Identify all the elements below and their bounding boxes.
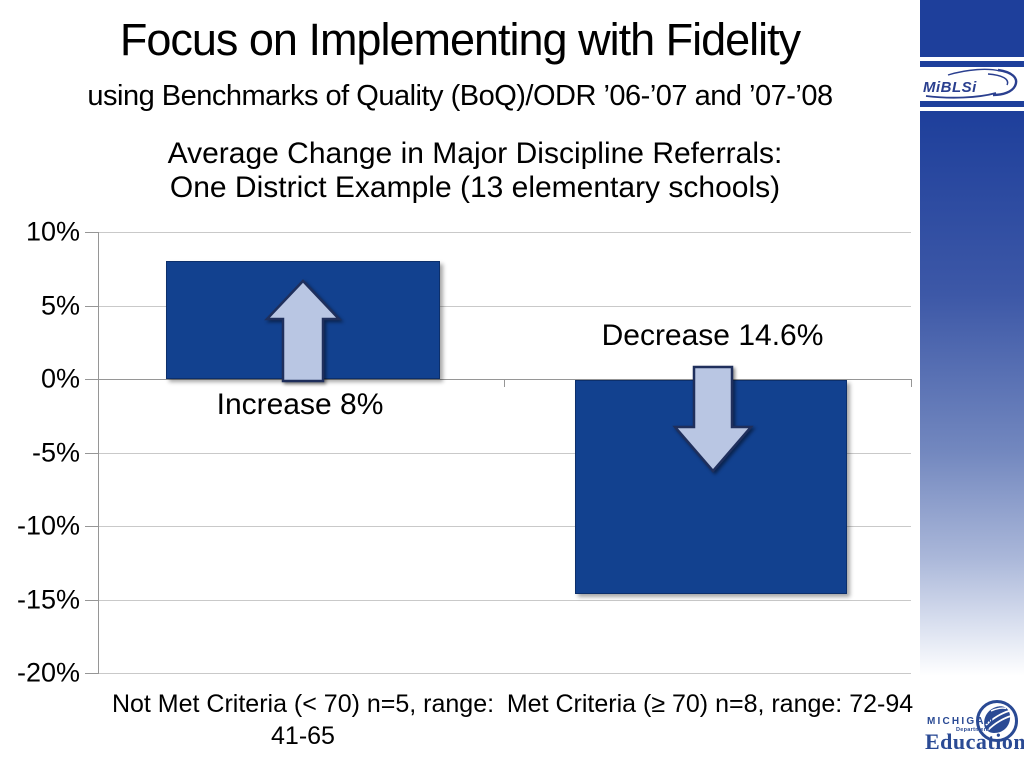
michigan-logo-text: MICHIGAN xyxy=(927,716,996,727)
up-arrow-icon xyxy=(264,279,342,383)
gridline-10 xyxy=(98,232,911,233)
x-tick-right xyxy=(911,379,912,387)
x-category-label-not-met: Not Met Criteria (< 70) n=5, range: 41-6… xyxy=(111,690,495,750)
y-tick-10 xyxy=(85,232,98,233)
gridline-neg20 xyxy=(98,673,911,674)
chart-title: Average Change in Major Discipline Refer… xyxy=(167,137,783,204)
y-axis-label: -20% xyxy=(16,657,80,688)
sidebar-divider-line xyxy=(920,61,1024,67)
slide-subtitle: using Benchmarks of Quality (BoQ)/ODR ’0… xyxy=(87,80,833,112)
gridline-neg10 xyxy=(98,526,911,527)
x-tick-left xyxy=(98,379,99,387)
sidebar-divider-line xyxy=(920,101,1024,107)
y-axis-label: -15% xyxy=(16,584,80,614)
y-axis-label: 10% xyxy=(25,216,80,247)
department-of-text: Department of xyxy=(956,727,998,733)
gridline-5 xyxy=(98,305,911,307)
y-tick-0 xyxy=(85,379,98,380)
y-axis-line xyxy=(98,232,99,674)
y-axis-label: -10% xyxy=(16,510,80,541)
michigan-seal-icon xyxy=(976,700,1018,742)
y-axis-label: 0% xyxy=(40,363,80,394)
miblsi-logo-text: MiBLSi xyxy=(923,79,977,96)
y-axis-label: -5% xyxy=(31,437,80,467)
x-category-label-met: Met Criteria (≥ 70) n=8, range: 72-94 xyxy=(506,690,914,718)
y-tick-neg10 xyxy=(85,526,98,527)
slide-title: Focus on Implementing with Fidelity xyxy=(119,14,801,65)
michigan-education-logo: MICHIGAN Department of Education xyxy=(924,699,1024,761)
miblsi-logo: MiBLSi xyxy=(923,68,1018,99)
x-tick-middle xyxy=(504,379,505,387)
gridline-neg15 xyxy=(98,599,911,601)
y-tick-neg20 xyxy=(85,673,98,674)
y-axis-label: 5% xyxy=(40,290,80,320)
sidebar-gradient xyxy=(920,111,1024,768)
education-wordmark: Education xyxy=(925,729,1024,754)
sidebar-strip: MiBLSi xyxy=(920,0,1024,768)
y-tick-5 xyxy=(85,305,98,307)
sidebar-top-block xyxy=(920,0,1024,57)
data-label-increase: Increase 8% xyxy=(216,388,384,421)
miblsi-logo-band: MiBLSi xyxy=(920,67,1024,101)
down-arrow-icon xyxy=(672,365,754,473)
y-tick-neg5 xyxy=(85,452,98,454)
gridline-neg5 xyxy=(98,452,911,454)
data-label-decrease: Decrease 14.6% xyxy=(601,319,824,352)
y-tick-neg15 xyxy=(85,599,98,601)
